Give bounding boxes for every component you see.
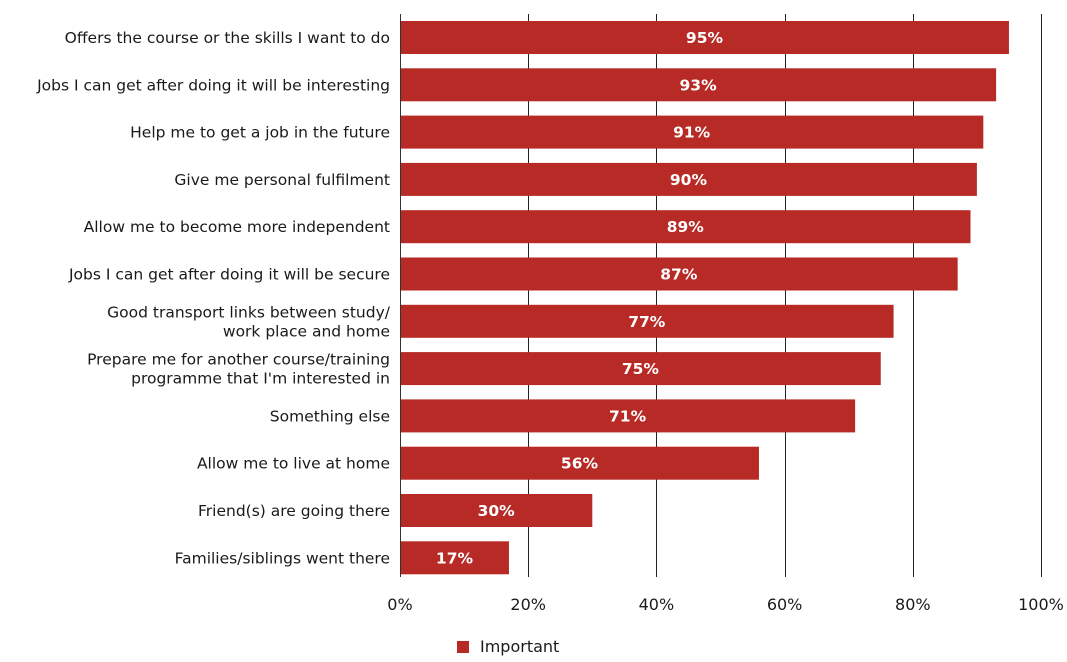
- x-tick-label: 100%: [1018, 595, 1064, 614]
- category-label: Help me to get a job in the future: [130, 124, 390, 142]
- bar: [401, 210, 971, 244]
- bar-value-label: 75%: [622, 360, 660, 378]
- category-label: Jobs I can get after doing it will be se…: [68, 266, 390, 284]
- bar-value-label: 71%: [609, 407, 647, 425]
- category-label: Something else: [270, 407, 390, 425]
- category-labels: Offers the course or the skills I want t…: [36, 29, 391, 567]
- category-label: Allow me to become more independent: [84, 218, 390, 236]
- legend-label-important: Important: [480, 637, 559, 656]
- x-tick-label: 80%: [895, 595, 931, 614]
- bar-value-label: 95%: [686, 29, 724, 47]
- legend-swatch-important: [457, 641, 469, 653]
- gridlines: [400, 14, 1042, 577]
- bar: [401, 494, 593, 527]
- bar-value-label: 91%: [673, 124, 711, 142]
- bar-value-label: 17%: [436, 549, 474, 567]
- bar: [401, 541, 509, 575]
- bar: [401, 115, 984, 149]
- category-label: Jobs I can get after doing it will be in…: [36, 76, 390, 94]
- category-label: Good transport links between study/work …: [107, 303, 391, 340]
- category-label: Offers the course or the skills I want t…: [65, 29, 390, 47]
- bar-value-label: 30%: [478, 502, 516, 520]
- x-tick-label: 0%: [387, 595, 412, 614]
- bar-value-label: 93%: [680, 76, 718, 94]
- x-tick-label: 60%: [767, 595, 803, 614]
- bar-value-label: 56%: [561, 455, 599, 473]
- legend: Important: [457, 637, 559, 656]
- x-tick-label: 20%: [510, 595, 546, 614]
- bar: [401, 399, 856, 433]
- category-label: Allow me to live at home: [197, 455, 390, 473]
- bar-value-label: 77%: [628, 313, 666, 331]
- bar-value-label: 87%: [660, 266, 698, 284]
- bar-value-label: 90%: [670, 171, 708, 189]
- x-axis-tick-labels: 0% 20% 40% 60% 80% 100%: [387, 595, 1064, 614]
- category-label: Friend(s) are going there: [198, 502, 390, 520]
- bar: [401, 257, 958, 291]
- bar: [401, 446, 759, 480]
- bar: [401, 68, 997, 102]
- category-label: Prepare me for another course/training pr…: [87, 351, 390, 388]
- bar-value-label: 89%: [667, 218, 705, 236]
- bar: [401, 352, 881, 386]
- bar: [401, 304, 894, 338]
- bars: [401, 21, 1009, 575]
- bar: [401, 21, 1009, 54]
- bar: [401, 162, 977, 196]
- category-label: Families/siblings went there: [175, 549, 390, 567]
- x-tick-label: 40%: [639, 595, 675, 614]
- bar-value-labels: 95% 93% 91% 90% 89% 87% 77% 75% 71% 56% 30% 17%: [436, 29, 724, 567]
- category-label: Give me personal fulfilment: [174, 171, 390, 189]
